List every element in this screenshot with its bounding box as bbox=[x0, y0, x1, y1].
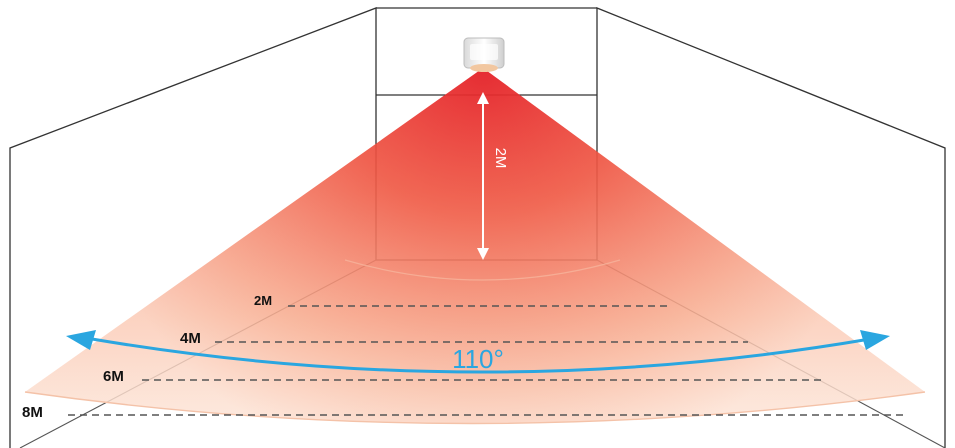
sensor-device-icon bbox=[463, 37, 505, 72]
detection-beam bbox=[24, 68, 926, 425]
angle-label: 110° bbox=[452, 344, 504, 374]
distance-label-8m: 8M bbox=[22, 404, 43, 421]
distance-lines bbox=[68, 305, 905, 416]
distance-label-2m: 2M bbox=[254, 293, 272, 308]
double-arrow-vertical-icon bbox=[477, 92, 489, 260]
distance-label-4m: 4M bbox=[180, 330, 201, 347]
distance-label-6m: 6M bbox=[103, 368, 124, 385]
height-label: 2M bbox=[492, 148, 509, 169]
double-arrow-arc-icon bbox=[66, 330, 890, 374]
